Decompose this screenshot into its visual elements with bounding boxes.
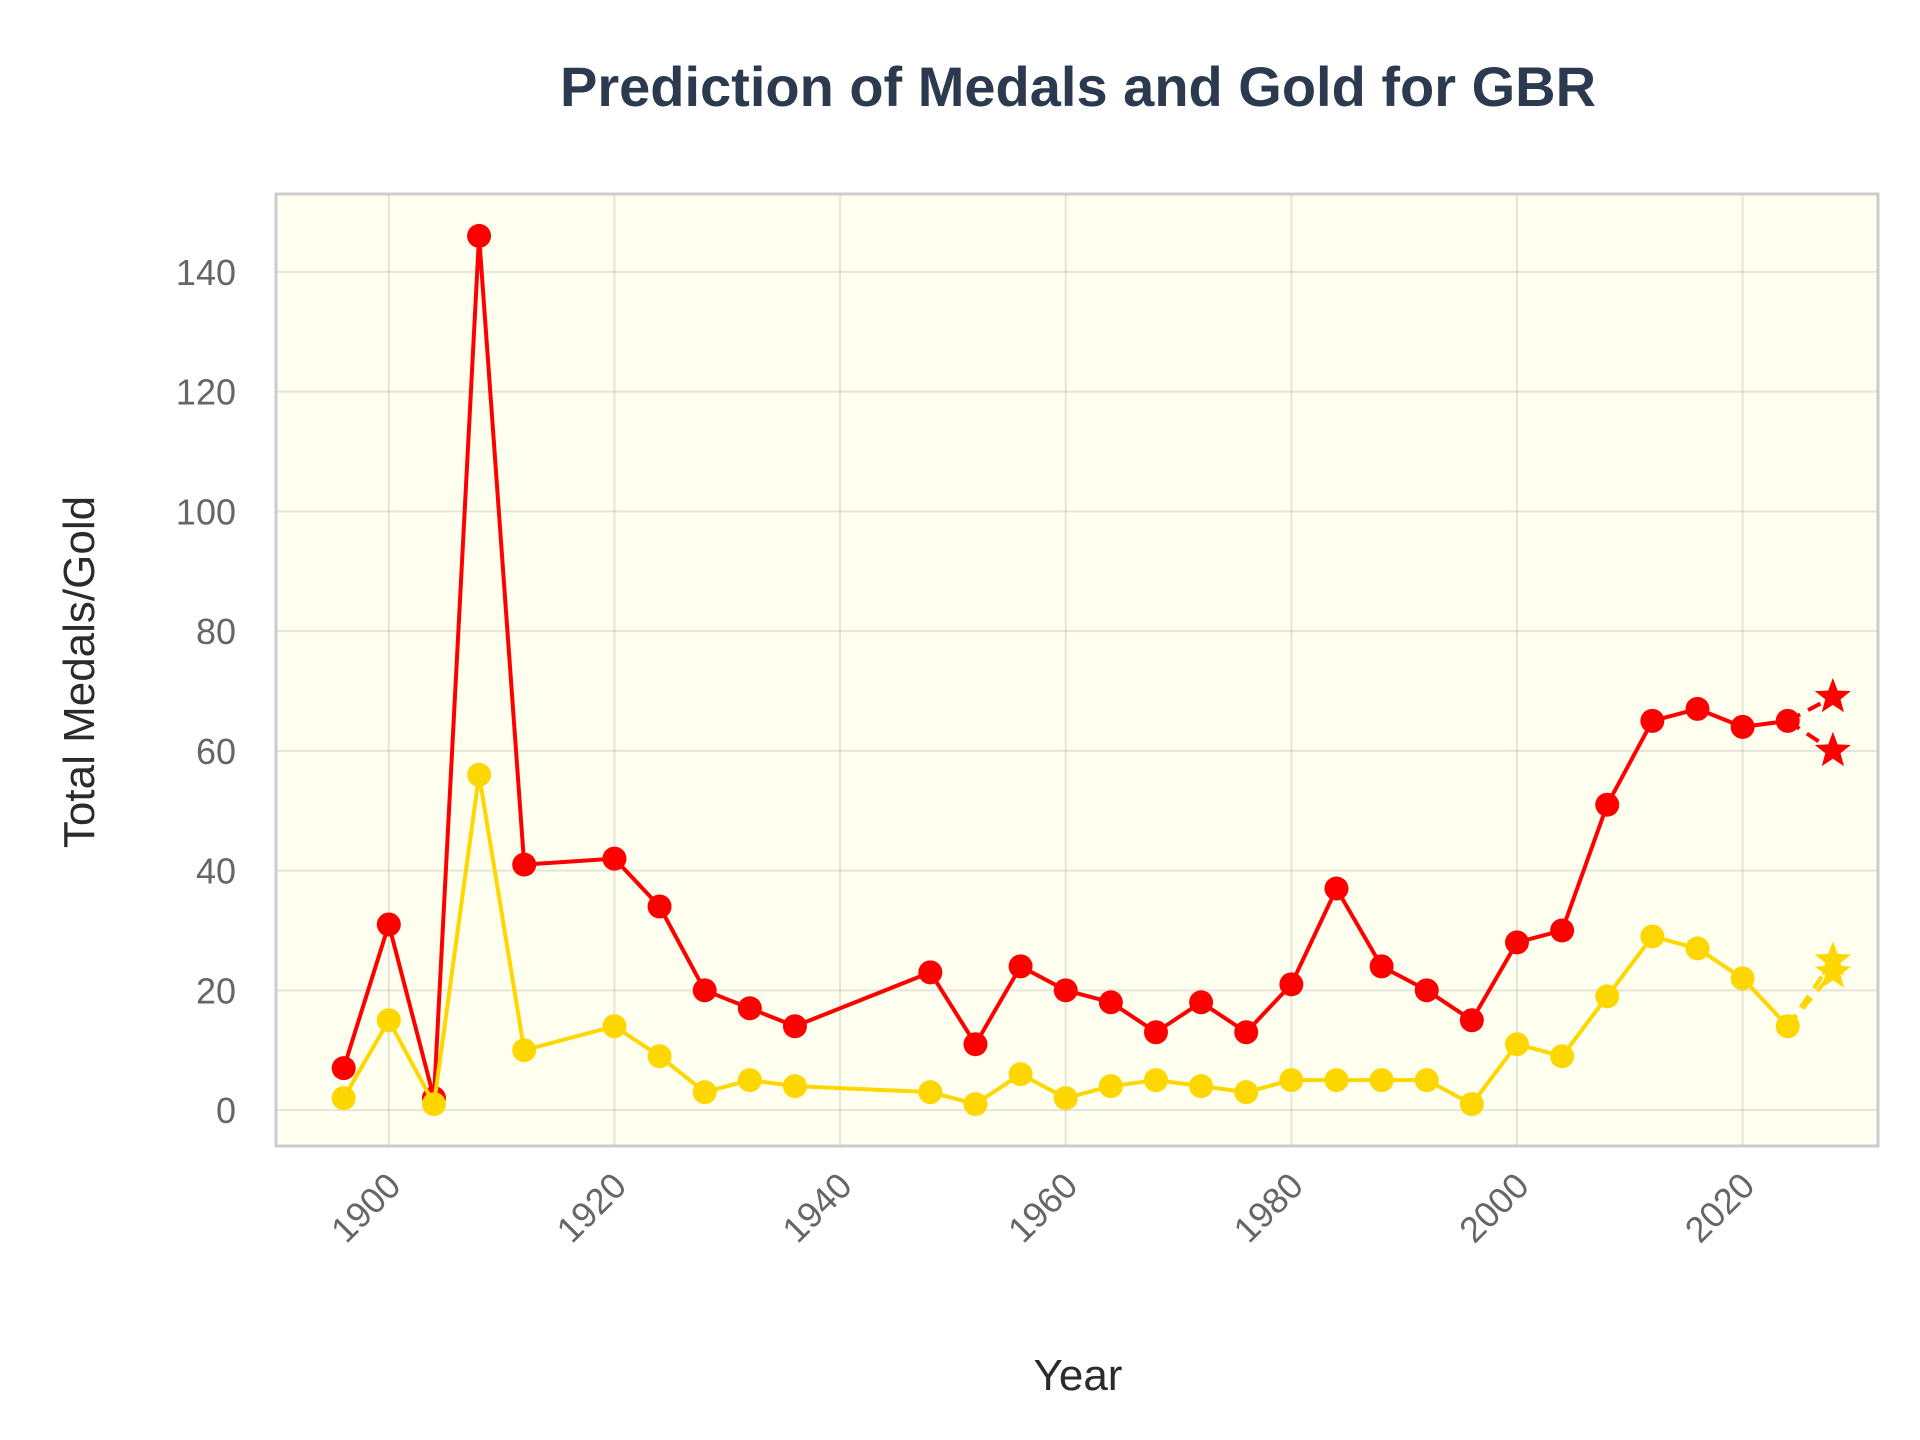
prediction-marker — [1814, 677, 1851, 713]
data-point — [1414, 978, 1439, 1003]
y-tick-label: 60 — [196, 731, 236, 772]
data-point — [1550, 1044, 1575, 1069]
grid — [276, 194, 1878, 1146]
y-tick-label: 40 — [196, 851, 236, 892]
data-point — [1459, 1008, 1484, 1033]
data-point — [1775, 708, 1800, 733]
data-point — [1008, 1062, 1033, 1087]
data-point — [1414, 1068, 1439, 1093]
data-point — [692, 1080, 717, 1105]
data-point — [1504, 930, 1529, 955]
data-point — [512, 1038, 537, 1063]
data-point — [737, 1068, 762, 1093]
data-point — [692, 978, 717, 1003]
data-point — [1053, 978, 1078, 1003]
series-layer — [331, 223, 1851, 1117]
data-point — [918, 960, 943, 985]
data-point — [737, 996, 762, 1021]
prediction-marker — [1814, 953, 1851, 988]
series-0 — [331, 223, 1851, 1111]
x-tick-label: 1900 — [323, 1165, 409, 1251]
y-tick-label: 20 — [196, 970, 236, 1011]
data-point — [1595, 984, 1620, 1009]
data-point — [421, 1092, 446, 1117]
data-point — [647, 1044, 672, 1069]
y-tick-label: 100 — [176, 491, 236, 532]
y-tick-label: 80 — [196, 611, 236, 652]
data-point — [602, 1014, 627, 1039]
data-point — [1369, 1068, 1394, 1093]
data-point — [1730, 966, 1755, 991]
data-point — [647, 894, 672, 919]
data-point — [1324, 876, 1349, 901]
data-point — [918, 1080, 943, 1105]
data-point — [782, 1074, 807, 1099]
data-point — [1504, 1032, 1529, 1057]
x-tick-label: 1960 — [1000, 1165, 1086, 1251]
data-point — [1369, 954, 1394, 979]
y-axis-label: Total Medals/Gold — [55, 496, 104, 848]
data-point — [1143, 1068, 1168, 1093]
data-point — [331, 1086, 356, 1111]
data-point — [1640, 708, 1665, 733]
data-point — [331, 1056, 356, 1081]
data-point — [376, 912, 401, 937]
data-point — [1189, 1074, 1214, 1099]
y-tick-label: 120 — [176, 372, 236, 413]
chart-title: Prediction of Medals and Gold for GBR — [560, 55, 1596, 118]
data-point — [963, 1092, 988, 1117]
x-tick-label: 2000 — [1451, 1165, 1537, 1251]
data-point — [1234, 1020, 1259, 1045]
data-point — [1279, 972, 1304, 997]
data-point — [467, 223, 492, 248]
plot-frame — [274, 192, 1880, 1148]
x-tick-label: 1920 — [548, 1165, 634, 1251]
data-point — [1595, 792, 1620, 817]
x-tick-label: 1980 — [1225, 1165, 1311, 1251]
data-point — [602, 846, 627, 871]
data-point — [1098, 1074, 1123, 1099]
data-point — [512, 852, 537, 877]
data-point — [1053, 1086, 1078, 1111]
data-point — [1008, 954, 1033, 979]
series-line — [341, 233, 1789, 1101]
data-point — [1640, 924, 1665, 949]
x-axis-label: Year — [1034, 1351, 1123, 1400]
y-tick-label: 0 — [216, 1090, 236, 1131]
y-tick-label: 140 — [176, 252, 236, 293]
data-point — [1234, 1080, 1259, 1105]
data-point — [1685, 936, 1710, 961]
x-tick-label: 2020 — [1677, 1165, 1763, 1251]
data-point — [1459, 1092, 1484, 1117]
data-point — [1189, 990, 1214, 1015]
data-point — [963, 1032, 988, 1057]
data-point — [1324, 1068, 1349, 1093]
data-point — [1730, 714, 1755, 739]
data-point — [376, 1008, 401, 1033]
x-tick-label: 1940 — [774, 1165, 860, 1251]
data-point — [1098, 990, 1123, 1015]
data-point — [1279, 1068, 1304, 1093]
series-1 — [331, 762, 1851, 1117]
data-point — [1685, 696, 1710, 721]
data-point — [1775, 1014, 1800, 1039]
prediction-marker — [1814, 731, 1851, 767]
series-line — [341, 772, 1790, 1107]
data-point — [782, 1014, 807, 1039]
data-point — [467, 762, 492, 787]
data-point — [1550, 918, 1575, 943]
data-point — [1143, 1020, 1168, 1045]
